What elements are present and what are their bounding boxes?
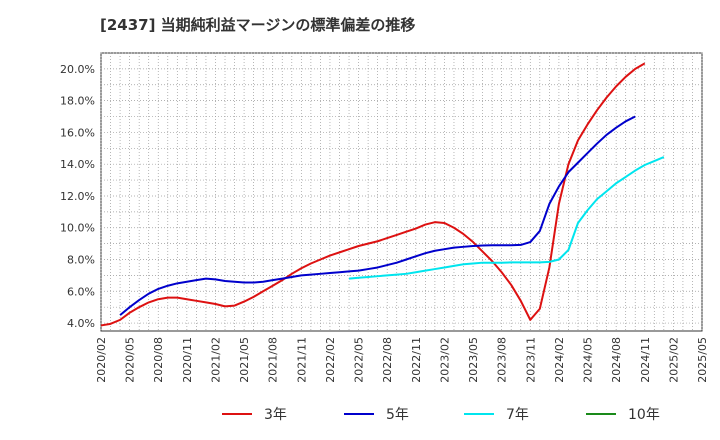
series-line	[348, 156, 665, 280]
y-tick-label: 16.0%	[60, 126, 95, 139]
x-tick-label: 2020/02	[95, 337, 108, 383]
x-tick-label: 2020/05	[124, 337, 137, 383]
x-tick-label: 2025/02	[667, 337, 680, 383]
x-tick-label: 2023/08	[496, 337, 509, 383]
y-tick-label: 6.0%	[67, 285, 95, 298]
y-tick-label: 4.0%	[67, 317, 95, 330]
x-tick-label: 2024/05	[582, 337, 595, 383]
x-tick-label: 2022/02	[324, 337, 337, 383]
series-line	[100, 62, 646, 327]
x-tick-label: 2020/11	[181, 337, 194, 383]
chart-title: [2437] 当期純利益マージンの標準偏差の推移	[100, 16, 415, 34]
x-tick-label: 2020/08	[152, 337, 165, 383]
y-tick-label: 10.0%	[60, 222, 95, 235]
x-tick-label: 2021/02	[209, 337, 222, 383]
x-tick-label: 2023/11	[524, 337, 537, 383]
legend-label: 7年	[506, 407, 529, 423]
series-line	[119, 115, 636, 316]
x-tick-label: 2022/05	[353, 337, 366, 383]
y-axis-ticks: 4.0% 6.0% 8.0% 10.0% 12.0% 14.0% 16.0% 18.0% 20.…	[60, 63, 95, 330]
plot-area	[100, 52, 703, 332]
x-tick-label: 2022/08	[381, 337, 394, 383]
x-tick-label: 2023/05	[467, 337, 480, 383]
legend-label: 10年	[628, 407, 660, 423]
x-tick-label: 2024/11	[639, 337, 652, 383]
x-tick-label: 2021/08	[267, 337, 280, 383]
x-axis-ticks: 2020/02 2020/05 2020/08 2020/11 2021/02 2021/…	[95, 337, 709, 383]
legend: 3年 5年 7年 10年	[222, 407, 660, 423]
x-tick-label: 2024/02	[553, 337, 566, 383]
x-tick-label: 2024/08	[610, 337, 623, 383]
legend-label: 5年	[386, 407, 409, 423]
y-tick-label: 8.0%	[67, 254, 95, 267]
y-tick-label: 20.0%	[60, 63, 95, 76]
y-tick-label: 18.0%	[60, 95, 95, 108]
x-tick-label: 2022/11	[410, 337, 423, 383]
y-tick-label: 12.0%	[60, 190, 95, 203]
legend-label: 3年	[264, 407, 287, 423]
x-tick-label: 2021/11	[295, 337, 308, 383]
y-tick-label: 14.0%	[60, 158, 95, 171]
x-tick-label: 2025/05	[696, 337, 709, 383]
x-tick-label: 2023/02	[438, 337, 451, 383]
x-tick-label: 2021/05	[238, 337, 251, 383]
series-lines	[100, 62, 665, 327]
